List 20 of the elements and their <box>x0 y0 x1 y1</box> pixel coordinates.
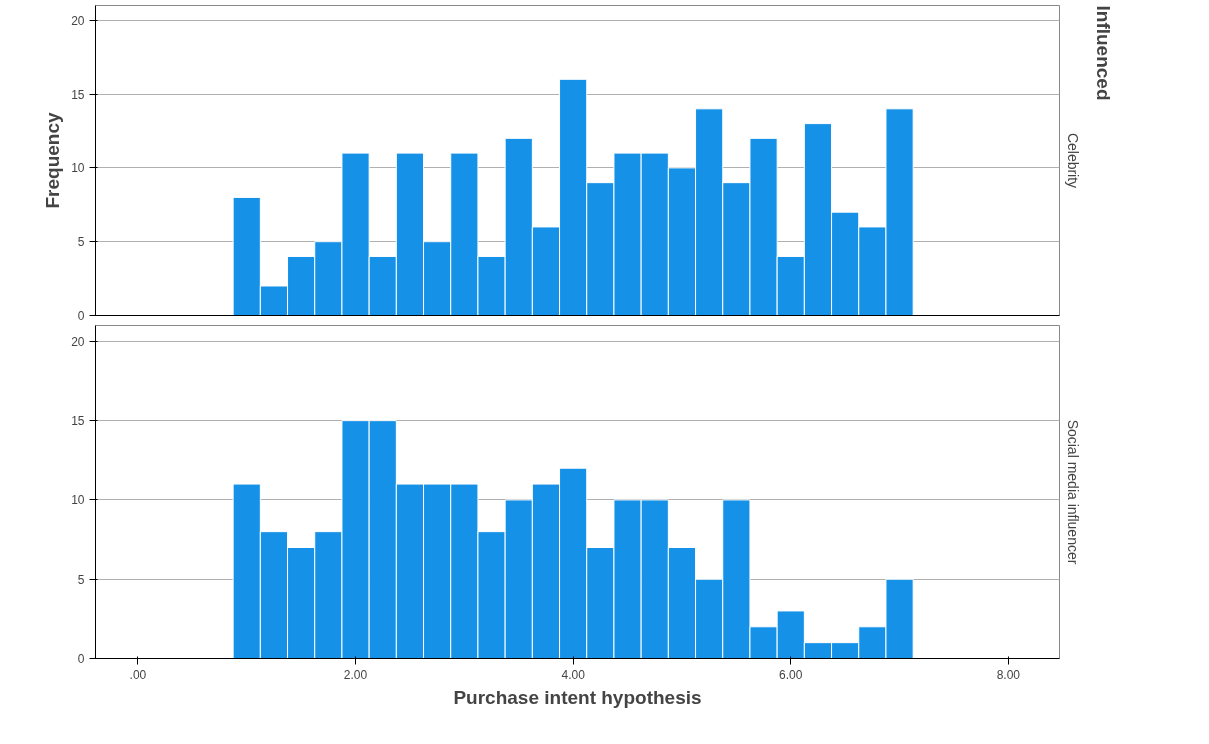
x-tick-label: .00 <box>129 667 147 682</box>
text: Influenced <box>1092 5 1114 101</box>
x-tick-label: 4.00 <box>561 667 586 682</box>
y-tick-label: 15 <box>71 87 85 102</box>
y-tick-label: 10 <box>71 161 85 176</box>
y-tick-label: 5 <box>77 235 85 250</box>
y-tick-label: 20 <box>71 334 85 349</box>
y-tick-label: 10 <box>71 493 85 508</box>
text: Celebrity <box>1064 132 1081 189</box>
y-tick-label: 5 <box>77 572 85 587</box>
y-axis-title: Frequency <box>42 112 64 209</box>
x-tick-label: 2.00 <box>343 667 368 682</box>
text: Social media influencer <box>1064 419 1081 565</box>
x-axis-title: Purchase intent hypothesis <box>453 686 702 708</box>
y-tick-label: 0 <box>77 309 85 323</box>
y-tick-label: 0 <box>77 652 85 666</box>
x-tick-label: 6.00 <box>779 667 803 682</box>
y-tick-label: 20 <box>71 13 85 28</box>
x-tick-label: 8.00 <box>996 667 1021 682</box>
y-tick-label: 15 <box>71 414 85 429</box>
